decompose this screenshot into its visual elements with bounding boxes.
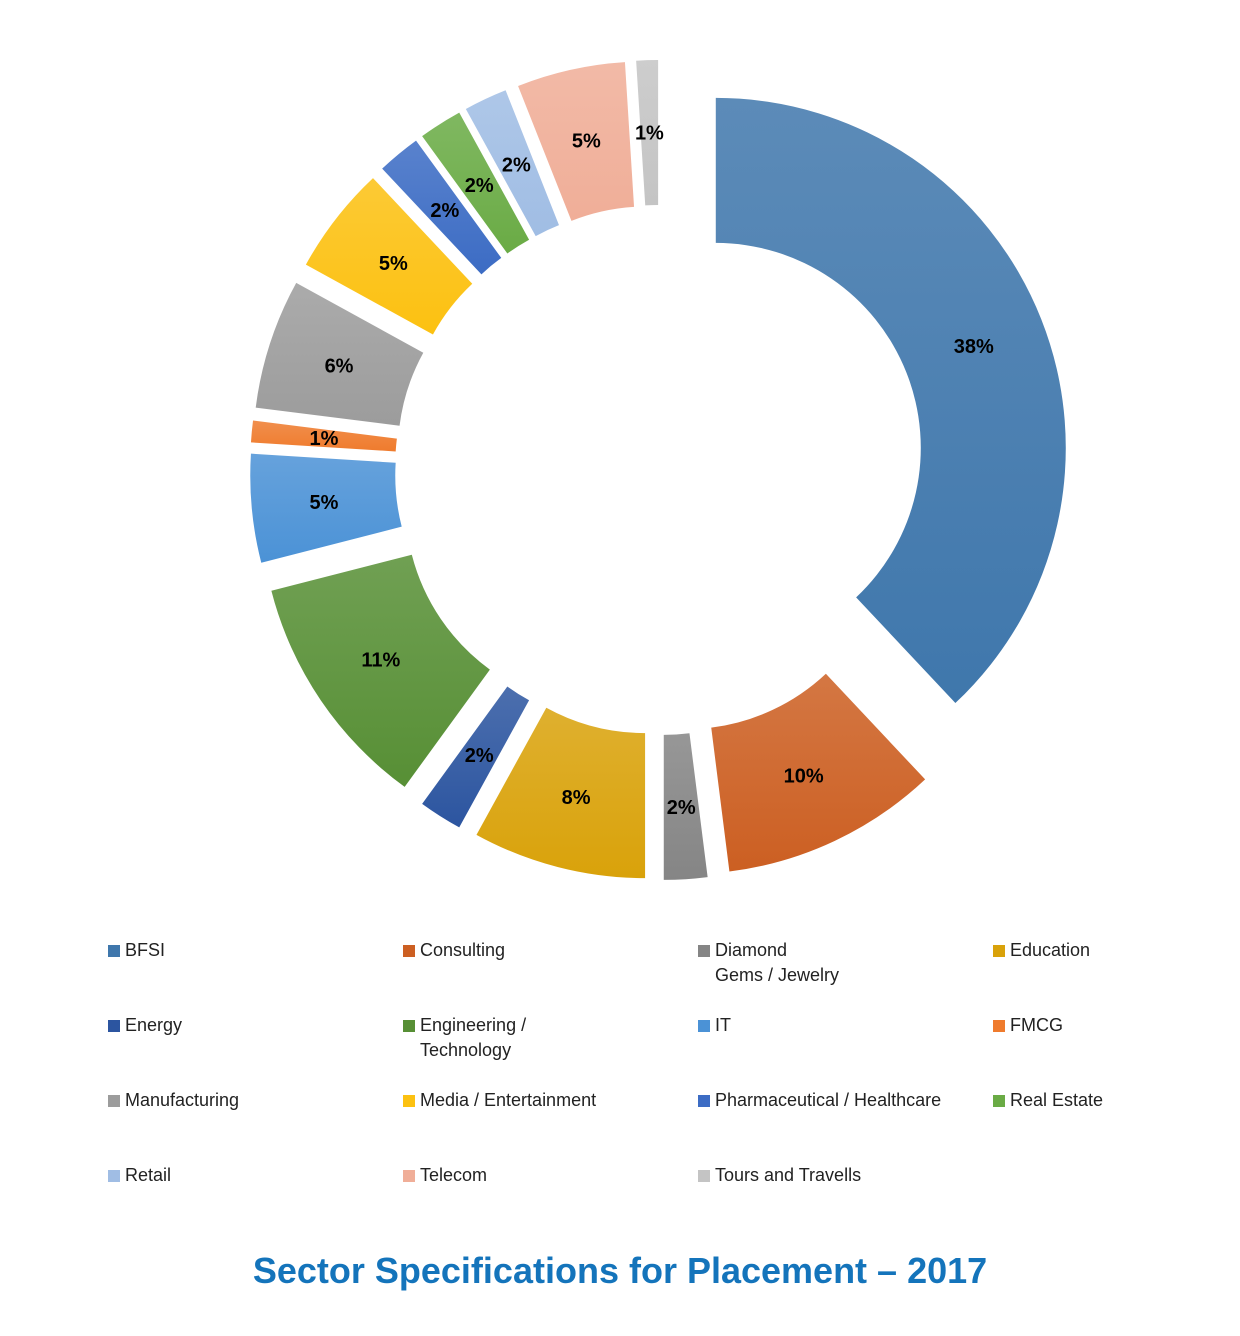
data-label: 11% bbox=[361, 650, 400, 672]
data-label: 5% bbox=[572, 131, 601, 153]
legend-swatch bbox=[108, 1095, 120, 1107]
legend-item: Telecom bbox=[403, 1163, 487, 1188]
legend-item: Education bbox=[993, 938, 1090, 963]
slice-tours-and-travells bbox=[636, 60, 659, 206]
legend-label: Manufacturing bbox=[125, 1090, 240, 1110]
legend-item: FMCG bbox=[993, 1013, 1063, 1038]
legend-item: Energy bbox=[108, 1013, 182, 1038]
slice-fmcg bbox=[250, 420, 397, 452]
data-label: 2% bbox=[465, 745, 494, 767]
legend-swatch bbox=[993, 1020, 1005, 1032]
legend-item: Real Estate bbox=[993, 1088, 1103, 1113]
slice-real-estate bbox=[422, 112, 530, 254]
legend-label: Consulting bbox=[420, 940, 506, 960]
legend-label: Engineering / Technology bbox=[420, 1015, 527, 1060]
slice-pharmaceutical-healthcare bbox=[382, 140, 502, 275]
data-label: 2% bbox=[667, 797, 696, 819]
legend-label: Education bbox=[1010, 940, 1091, 960]
chart-title: Sector Specifications for Placement – 20… bbox=[252, 1250, 988, 1291]
legend-swatch bbox=[698, 1170, 710, 1182]
legend-swatch bbox=[403, 1020, 415, 1032]
data-label: 2% bbox=[465, 175, 494, 197]
data-label: 2% bbox=[502, 155, 531, 177]
legend-swatch bbox=[108, 945, 120, 957]
legend-label: Media / Entertainment bbox=[420, 1090, 597, 1110]
slice-education bbox=[476, 707, 646, 879]
legend-item: Manufacturing bbox=[108, 1088, 239, 1113]
slice-energy bbox=[422, 686, 530, 828]
legend-swatch bbox=[403, 1095, 415, 1107]
data-label: 10% bbox=[784, 765, 824, 787]
legend-swatch bbox=[108, 1020, 120, 1032]
legend-label: Real Estate bbox=[1010, 1090, 1104, 1110]
donut-chart: 38% 10% 2% 8% 2% 11% 5% 1% 6% 5% 2% 2% 2% 5% 1% bbox=[250, 60, 1066, 880]
legend-label: Diamond Gems / Jewelry bbox=[715, 940, 840, 985]
legend-swatch bbox=[698, 1020, 710, 1032]
legend-label: Pharmaceutical / Healthcare bbox=[715, 1090, 942, 1110]
legend-label: IT bbox=[715, 1015, 731, 1035]
legend-item: Diamond Gems / Jewelry bbox=[698, 938, 839, 988]
data-label: 1% bbox=[635, 123, 664, 145]
slice-it bbox=[250, 453, 402, 563]
legend-item: Engineering / Technology bbox=[403, 1013, 526, 1063]
data-label: 1% bbox=[310, 428, 339, 450]
legend-label: Retail bbox=[125, 1165, 172, 1185]
legend-swatch bbox=[108, 1170, 120, 1182]
slice-diamond-gems-jewelry bbox=[663, 733, 708, 880]
legend-label: Telecom bbox=[420, 1165, 488, 1185]
legend-swatch bbox=[698, 945, 710, 957]
legend-label: BFSI bbox=[125, 940, 166, 960]
legend-item: Consulting bbox=[403, 938, 505, 963]
legend-swatch bbox=[993, 1095, 1005, 1107]
legend-swatch bbox=[993, 945, 1005, 957]
legend-item: BFSI bbox=[108, 938, 165, 963]
data-label: 5% bbox=[310, 492, 339, 514]
slice-retail bbox=[465, 90, 559, 237]
legend-swatch bbox=[403, 945, 415, 957]
slice-telecom bbox=[518, 62, 635, 221]
data-label: 5% bbox=[379, 253, 408, 275]
legend-swatch bbox=[698, 1095, 710, 1107]
legend-item: Pharmaceutical / Healthcare bbox=[698, 1088, 941, 1113]
data-label: 6% bbox=[325, 356, 354, 378]
slice-engineering-technology bbox=[271, 554, 490, 787]
legend-item: IT bbox=[698, 1013, 731, 1038]
legend-item: Tours and Travells bbox=[698, 1163, 861, 1188]
legend-swatch bbox=[403, 1170, 415, 1182]
data-label: 2% bbox=[430, 200, 459, 222]
slice-consulting bbox=[711, 673, 926, 872]
slice-media-entertainment bbox=[305, 178, 473, 335]
legend-label: FMCG bbox=[1010, 1015, 1063, 1035]
slices bbox=[250, 60, 1066, 880]
legend-item: Retail bbox=[108, 1163, 171, 1188]
slice-manufacturing bbox=[255, 282, 424, 426]
slice-bfsi bbox=[715, 97, 1066, 704]
data-label: 8% bbox=[562, 787, 591, 809]
legend-label: Tours and Travells bbox=[715, 1165, 862, 1185]
data-label: 38% bbox=[954, 336, 994, 358]
legend-label: Energy bbox=[125, 1015, 183, 1035]
legend-item: Media / Entertainment bbox=[403, 1088, 596, 1113]
data-labels: 38% 10% 2% 8% 2% 11% 5% 1% 6% 5% 2% 2% 2% 5% 1% bbox=[310, 123, 994, 819]
